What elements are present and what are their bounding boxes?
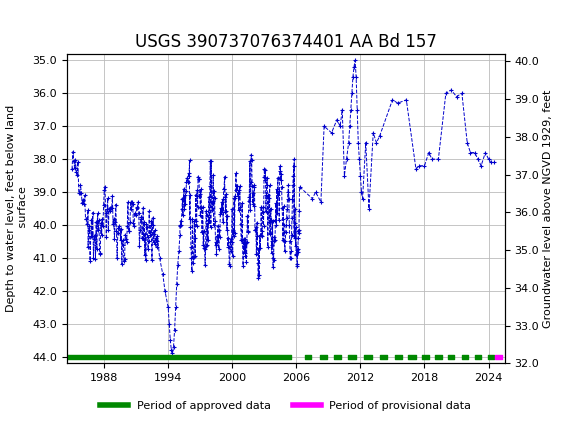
Y-axis label: Groundwater level above NGVD 1929, feet: Groundwater level above NGVD 1929, feet	[543, 89, 553, 328]
Y-axis label: Depth to water level, feet below land
 surface: Depth to water level, feet below land su…	[6, 105, 28, 312]
Text: ≡: ≡	[3, 11, 16, 26]
Text: USGS: USGS	[16, 11, 63, 26]
Legend: Period of approved data, Period of provisional data: Period of approved data, Period of provi…	[96, 396, 476, 415]
Title: USGS 390737076374401 AA Bd 157: USGS 390737076374401 AA Bd 157	[135, 33, 437, 51]
Bar	[3, 3, 39, 34]
